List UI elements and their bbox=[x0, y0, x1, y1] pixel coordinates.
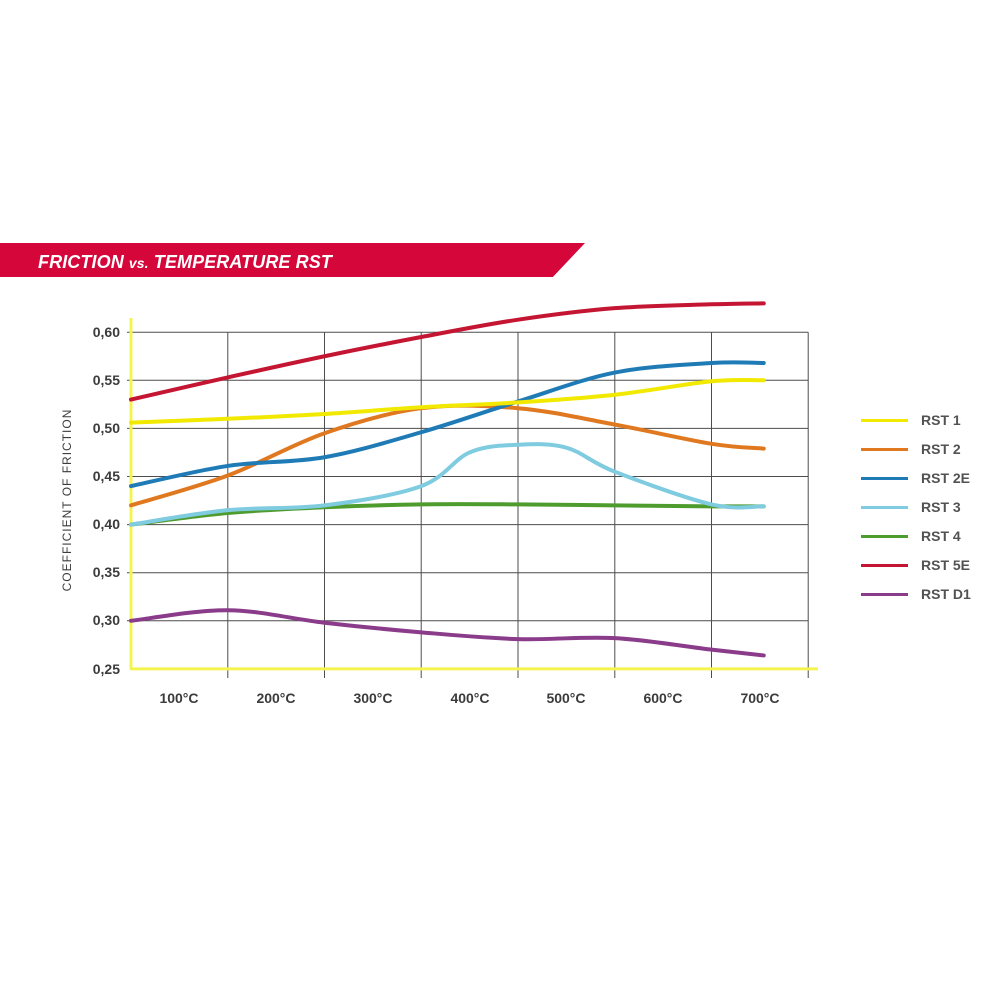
svg-text:700°C: 700°C bbox=[740, 690, 779, 706]
svg-text:0,30: 0,30 bbox=[93, 612, 120, 628]
svg-text:0,50: 0,50 bbox=[93, 420, 120, 436]
svg-text:0,45: 0,45 bbox=[93, 468, 120, 484]
svg-text:100°C: 100°C bbox=[159, 690, 198, 706]
svg-text:0,40: 0,40 bbox=[93, 516, 120, 532]
svg-text:300°C: 300°C bbox=[353, 690, 392, 706]
svg-text:0,35: 0,35 bbox=[93, 564, 120, 580]
svg-text:600°C: 600°C bbox=[643, 690, 682, 706]
svg-text:0,60: 0,60 bbox=[93, 324, 120, 340]
svg-text:500°C: 500°C bbox=[546, 690, 585, 706]
svg-text:400°C: 400°C bbox=[450, 690, 489, 706]
svg-text:0,25: 0,25 bbox=[93, 661, 120, 677]
svg-text:200°C: 200°C bbox=[256, 690, 295, 706]
svg-text:0,55: 0,55 bbox=[93, 372, 120, 388]
